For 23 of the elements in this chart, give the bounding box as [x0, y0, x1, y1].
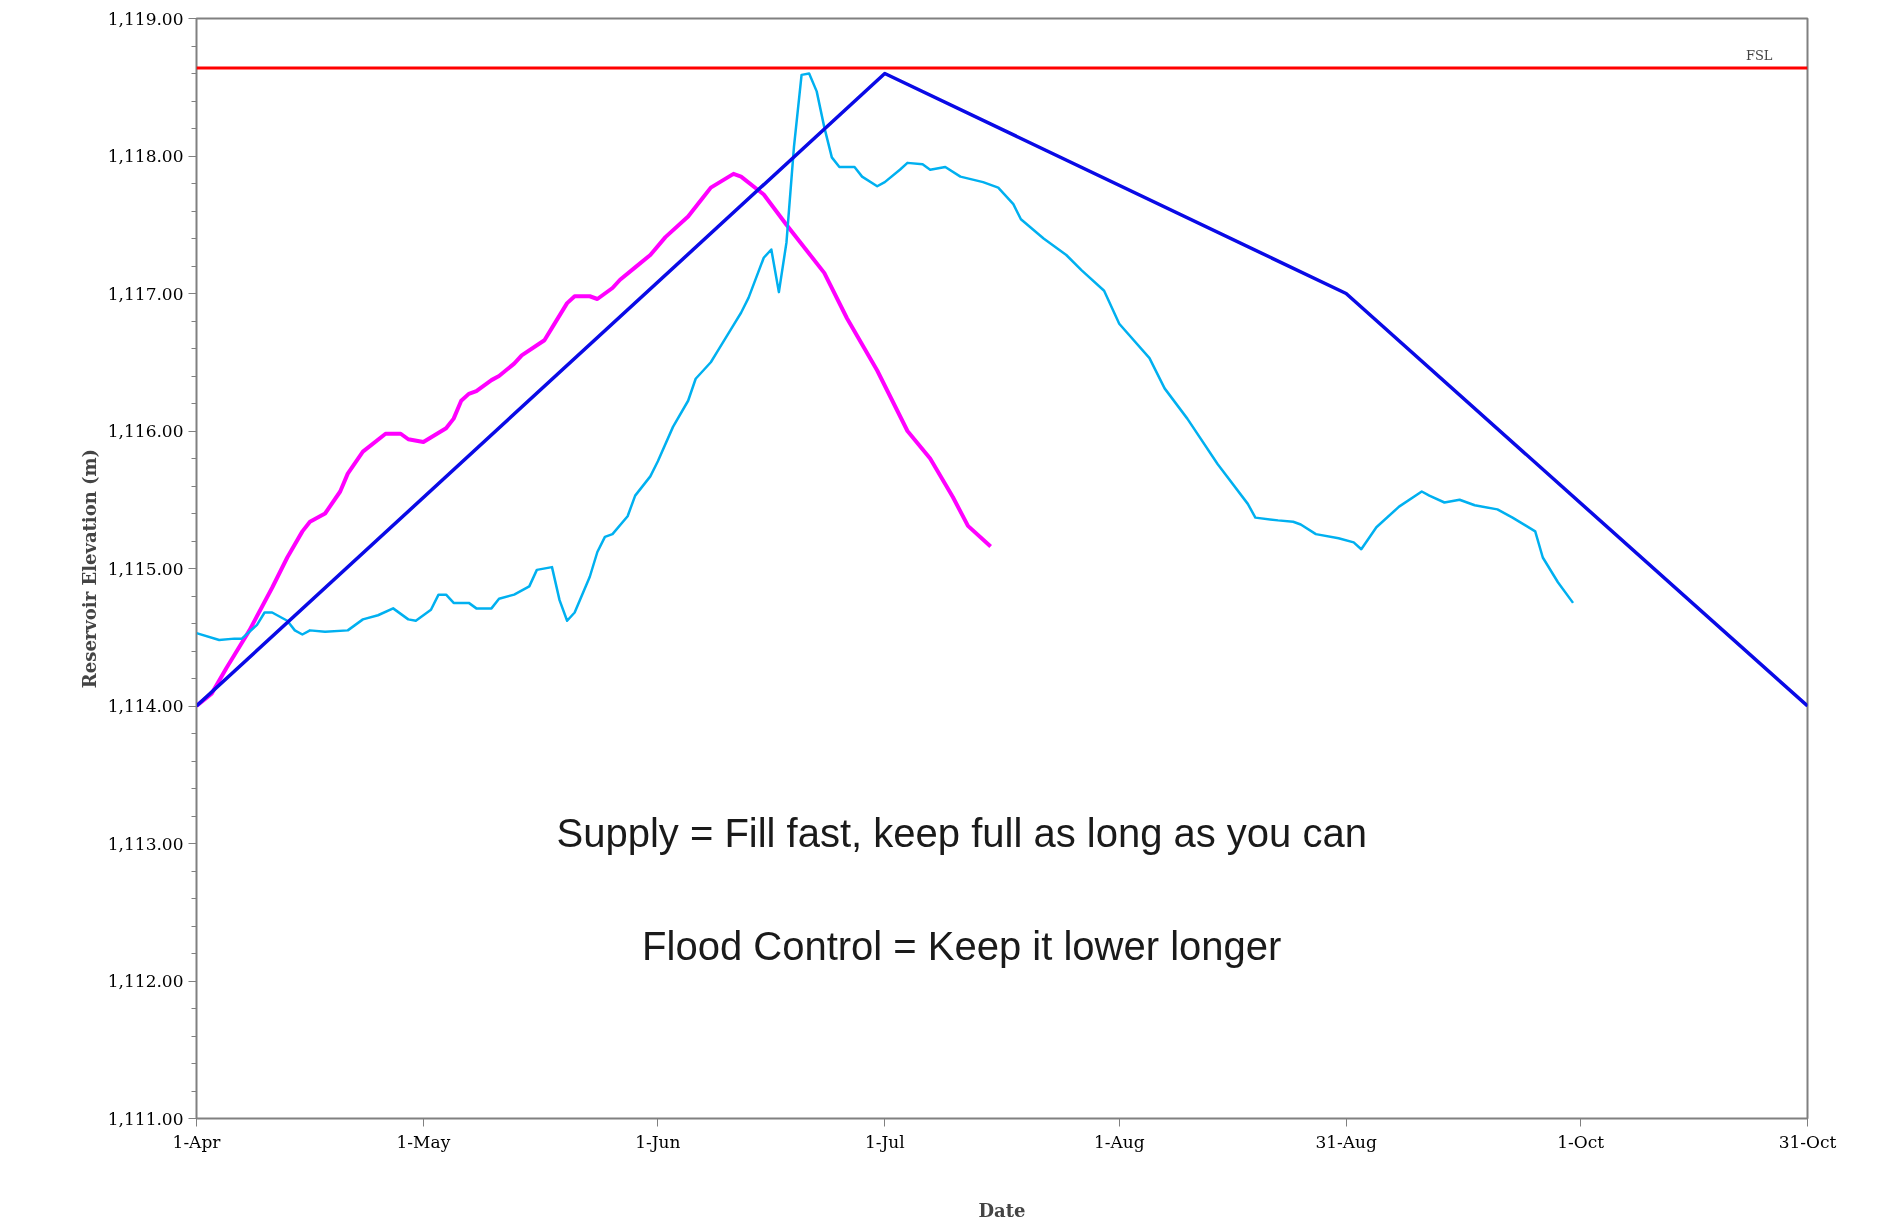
x-tick-label: 1-Apr	[172, 1131, 222, 1152]
annotation: Supply = Fill fast, keep full as long as you can	[556, 810, 1367, 855]
y-tick-label: 1,116.00	[107, 421, 184, 441]
y-tick-label: 1,119.00	[107, 8, 184, 29]
x-tick-label: 1-Jun	[635, 1131, 681, 1152]
y-tick-label: 1,111.00	[107, 1108, 184, 1129]
x-tick-label: 31-Oct	[1778, 1131, 1837, 1152]
y-tick-label: 1,117.00	[107, 283, 184, 304]
x-tick-label: 31-Aug	[1315, 1131, 1377, 1152]
y-tick-label: 1,118.00	[107, 146, 184, 166]
y-tick-label: 1,114.00	[107, 696, 184, 716]
y-axis-title: Reservoir Elevation (m)	[78, 448, 100, 689]
x-tick-label: 1-Jul	[864, 1131, 905, 1152]
ref-line-label: FSL	[1745, 48, 1773, 63]
y-tick-label: 1,112.00	[107, 971, 184, 991]
x-tick-label: 1-May	[396, 1131, 451, 1152]
line-series	[196, 72, 1575, 642]
x-tick-label: 1-Oct	[1557, 1131, 1605, 1152]
y-tick-label: 1,113.00	[107, 833, 184, 854]
x-tick-label: 1-Aug	[1093, 1131, 1145, 1152]
annotation: Flood Control = Keep it lower longer	[642, 923, 1282, 968]
x-axis-title: Date	[978, 1199, 1026, 1221]
y-tick-label: 1,115.00	[107, 558, 184, 579]
